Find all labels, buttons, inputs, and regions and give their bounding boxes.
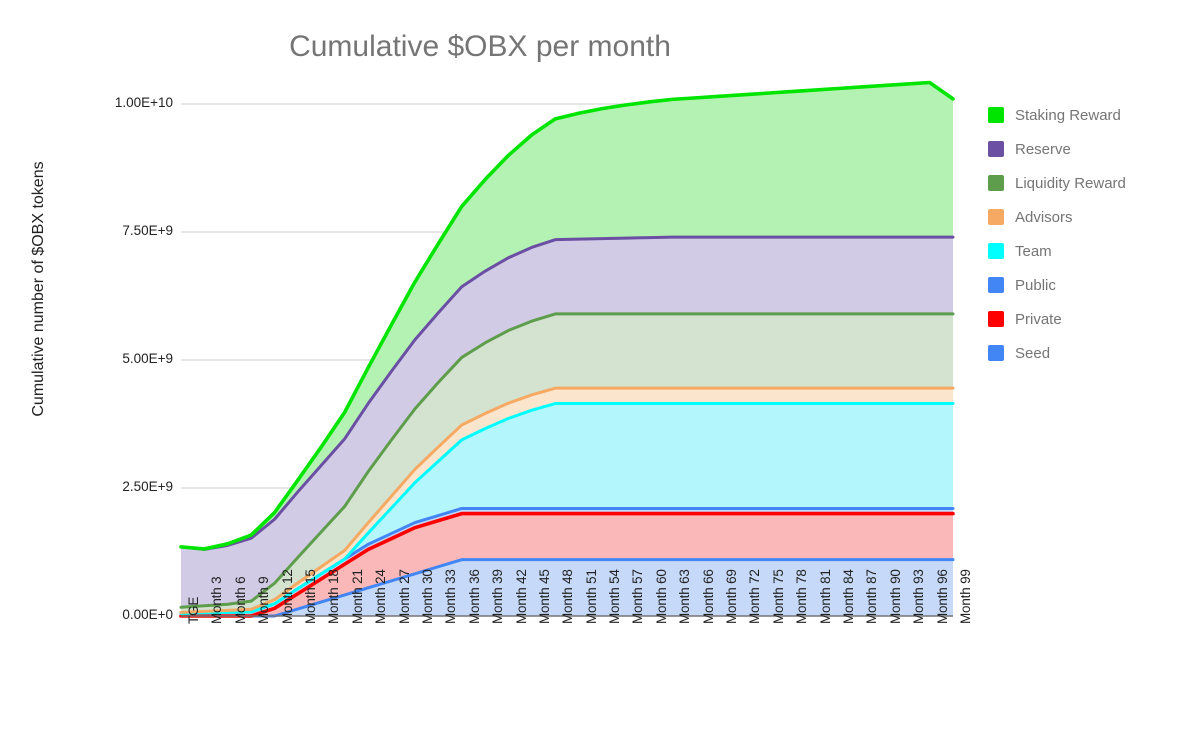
series-line-private xyxy=(179,511,955,618)
legend-label: Team xyxy=(1015,242,1052,260)
x-tick-label: Month 33 xyxy=(443,569,459,624)
x-tick-label: Month 45 xyxy=(536,569,552,624)
y-tick-label: 0.00E+0 xyxy=(122,607,173,622)
legend-label: Staking Reward xyxy=(1015,106,1121,124)
series-line-team xyxy=(179,402,955,615)
x-tick-label: Month 66 xyxy=(700,569,716,624)
x-tick-label: Month 51 xyxy=(583,569,599,624)
x-tick-label: Month 39 xyxy=(490,569,506,624)
legend-swatch-icon xyxy=(988,345,1004,361)
x-tick-label: Month 57 xyxy=(630,569,646,624)
x-tick-label: Month 9 xyxy=(256,576,272,624)
x-tick-label: Month 69 xyxy=(724,569,740,624)
y-tick-label: 1.00E+10 xyxy=(114,95,173,110)
x-tick-label: Month 78 xyxy=(794,569,810,624)
y-axis-title: Cumulative number of $OBX tokens xyxy=(30,161,47,417)
x-tick-label: Month 36 xyxy=(466,569,482,624)
legend-swatch-icon xyxy=(988,209,1004,225)
series-line-seed xyxy=(179,558,955,618)
x-tick-label: Month 54 xyxy=(607,569,623,624)
legend-item[interactable]: Team xyxy=(988,234,1200,268)
legend-item[interactable]: Advisors xyxy=(988,200,1200,234)
series-line-liquidity-reward xyxy=(179,312,955,609)
legend-label: Liquidity Reward xyxy=(1015,174,1126,192)
area-band-liquidity-reward xyxy=(181,313,953,613)
x-tick-label: Month 75 xyxy=(770,569,786,624)
x-tick-label: TGE xyxy=(186,596,201,624)
legend-label: Advisors xyxy=(1015,208,1073,226)
legend-label: Reserve xyxy=(1015,140,1071,158)
x-tick-label: Month 90 xyxy=(887,569,903,624)
x-tick-label: Month 60 xyxy=(653,569,669,624)
x-tick-label: Month 99 xyxy=(958,569,973,624)
x-tick-label: Month 96 xyxy=(934,569,950,624)
x-tick-label: Month 48 xyxy=(560,569,576,624)
legend-swatch-icon xyxy=(988,243,1004,259)
series-line-advisors xyxy=(179,386,955,614)
x-tick-label: Month 81 xyxy=(817,569,833,624)
chart-title: Cumulative $OBX per month xyxy=(289,30,671,63)
x-tick-label: Month 84 xyxy=(841,569,857,624)
area-band-reserve xyxy=(181,237,953,608)
x-tick-label: Month 27 xyxy=(396,569,412,624)
legend-item[interactable]: Staking Reward xyxy=(988,98,1200,132)
legend-swatch-icon xyxy=(988,277,1004,293)
x-tick-label: Month 30 xyxy=(419,569,435,624)
chart-legend: Staking Reward Reserve Liquidity Reward Adv… xyxy=(988,98,1200,370)
x-tick-label: Month 12 xyxy=(279,569,295,624)
legend-label: Public xyxy=(1015,276,1056,294)
x-tick-label: Month 93 xyxy=(911,569,927,624)
area-band-private xyxy=(181,513,953,616)
legend-swatch-icon xyxy=(988,141,1004,157)
legend-item[interactable]: Public xyxy=(988,268,1200,302)
legend-swatch-icon xyxy=(988,311,1004,327)
x-tick-label: Month 3 xyxy=(209,576,225,624)
x-tick-label: Month 18 xyxy=(326,569,342,624)
x-tick-label: Month 24 xyxy=(373,569,389,624)
area-band-seed xyxy=(181,559,953,616)
series-line-reserve xyxy=(179,235,955,551)
area-band-staking-reward xyxy=(181,82,953,550)
x-tick-label: Month 63 xyxy=(677,569,693,624)
legend-item[interactable]: Private xyxy=(988,302,1200,336)
legend-swatch-icon xyxy=(988,107,1004,123)
x-tick-label: Month 6 xyxy=(232,576,248,624)
x-tick-label: Month 87 xyxy=(864,569,880,624)
x-tick-label: Month 15 xyxy=(302,569,318,624)
legend-item[interactable]: Reserve xyxy=(988,132,1200,166)
legend-label: Private xyxy=(1015,310,1062,328)
x-tick-label: Month 72 xyxy=(747,569,763,624)
y-tick-label: 5.00E+9 xyxy=(122,351,173,366)
y-tick-label: 2.50E+9 xyxy=(122,479,173,494)
series-line-staking-reward xyxy=(179,80,955,551)
y-tick-label: 7.50E+9 xyxy=(122,223,173,238)
legend-label: Seed xyxy=(1015,344,1051,362)
legend-swatch-icon xyxy=(988,175,1004,191)
legend-item[interactable]: Seed xyxy=(988,336,1200,370)
x-tick-label: Month 42 xyxy=(513,569,529,624)
x-tick-label: Month 21 xyxy=(349,569,365,624)
legend-item[interactable]: Liquidity Reward xyxy=(988,166,1200,200)
